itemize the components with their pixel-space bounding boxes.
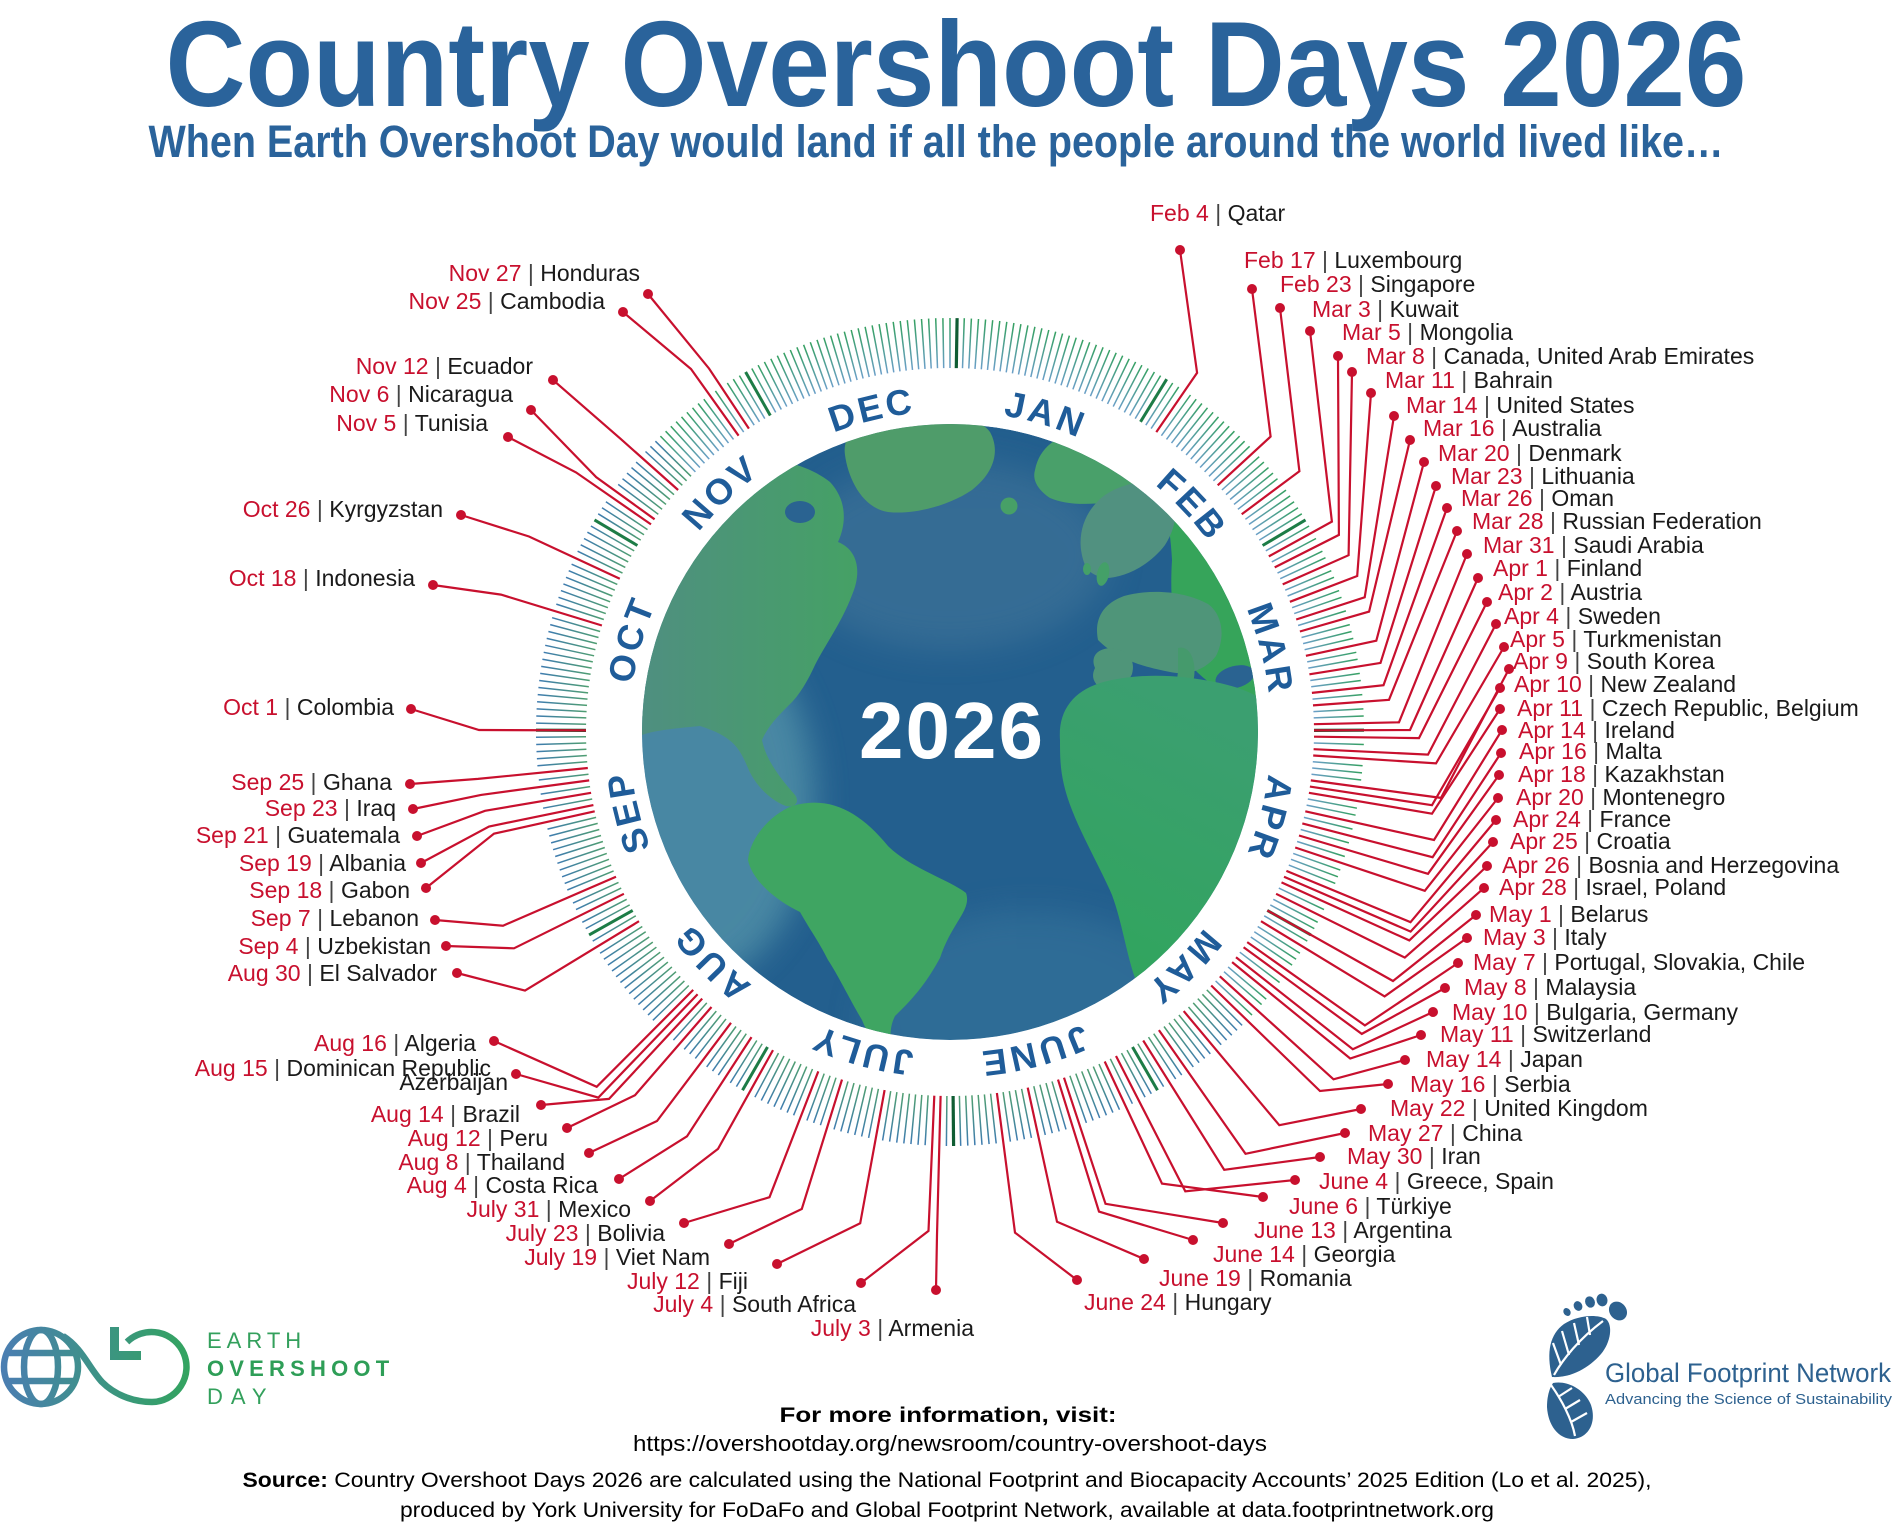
svg-text:DAY: DAY bbox=[207, 1384, 275, 1409]
svg-text:Oct 1 | Colombia: Oct 1 | Colombia bbox=[223, 694, 394, 720]
svg-text:Oct 26 | Kyrgyzstan: Oct 26 | Kyrgyzstan bbox=[243, 496, 443, 522]
svg-text:Apr 10 | New Zealand: Apr 10 | New Zealand bbox=[1514, 671, 1736, 697]
svg-text:Sep 19 | Albania: Sep 19 | Albania bbox=[239, 850, 406, 876]
svg-text:Azerbaijan: Azerbaijan bbox=[399, 1069, 508, 1095]
svg-text:Mar 5 | Mongolia: Mar 5 | Mongolia bbox=[1342, 319, 1513, 345]
svg-text:Aug 30 | El Salvador: Aug 30 | El Salvador bbox=[228, 960, 438, 986]
svg-text:Apr 28 | Israel, Poland: Apr 28 | Israel, Poland bbox=[1499, 874, 1726, 900]
svg-text:Nov 25 | Cambodia: Nov 25 | Cambodia bbox=[409, 288, 606, 314]
svg-text:Aug 12 | Peru: Aug 12 | Peru bbox=[408, 1125, 548, 1151]
svg-text:Mar 11 | Bahrain: Mar 11 | Bahrain bbox=[1385, 367, 1553, 393]
svg-text:Country Overshoot Days 2026: Country Overshoot Days 2026 bbox=[166, 0, 1747, 132]
svg-text:May 3 | Italy: May 3 | Italy bbox=[1483, 924, 1607, 950]
svg-text:June 24 | Hungary: June 24 | Hungary bbox=[1084, 1289, 1272, 1315]
svg-text:May 30 | Iran: May 30 | Iran bbox=[1347, 1143, 1481, 1169]
svg-text:EARTH: EARTH bbox=[207, 1328, 306, 1353]
svg-text:Sep 25 | Ghana: Sep 25 | Ghana bbox=[231, 769, 392, 795]
svg-text:Apr 25 | Croatia: Apr 25 | Croatia bbox=[1510, 828, 1671, 854]
svg-text:Sep 4 | Uzbekistan: Sep 4 | Uzbekistan bbox=[238, 933, 431, 959]
svg-text:May 22 | United Kingdom: May 22 | United Kingdom bbox=[1390, 1095, 1648, 1121]
svg-text:Nov 27 | Honduras: Nov 27 | Honduras bbox=[449, 260, 640, 286]
svg-text:May 14 | Japan: May 14 | Japan bbox=[1426, 1046, 1583, 1072]
svg-text:Mar 16 | Australia: Mar 16 | Australia bbox=[1423, 415, 1602, 441]
svg-text:Global Footprint Network: Global Footprint Network bbox=[1605, 1358, 1891, 1388]
svg-text:Mar 28 | Russian Federation: Mar 28 | Russian Federation bbox=[1472, 508, 1762, 534]
svg-text:Mar 8 | Canada, United Arab Em: Mar 8 | Canada, United Arab Emirates bbox=[1366, 343, 1754, 369]
svg-text:July 3 | Armenia: July 3 | Armenia bbox=[811, 1315, 974, 1341]
svg-text:Feb 4 | Qatar: Feb 4 | Qatar bbox=[1150, 200, 1285, 226]
svg-text:Source: Country Overshoot Days: Source: Country Overshoot Days 2026 are … bbox=[243, 1469, 1652, 1492]
svg-text:When Earth Overshoot Day would: When Earth Overshoot Day would land if a… bbox=[149, 116, 1724, 167]
svg-text:July 4 | South Africa: July 4 | South Africa bbox=[653, 1291, 856, 1317]
svg-text:produced by York University fo: produced by York University for FoDaFo a… bbox=[400, 1499, 1494, 1522]
svg-text:OVERSHOOT: OVERSHOOT bbox=[207, 1356, 394, 1381]
svg-text:Oct 18 | Indonesia: Oct 18 | Indonesia bbox=[229, 565, 415, 591]
svg-text:June 6 | Türkiye: June 6 | Türkiye bbox=[1289, 1193, 1452, 1219]
svg-text:Sep 23 | Iraq: Sep 23 | Iraq bbox=[265, 795, 396, 821]
svg-text:July 19 | Viet Nam: July 19 | Viet Nam bbox=[524, 1244, 710, 1270]
svg-text:Nov 5 | Tunisia: Nov 5 | Tunisia bbox=[336, 410, 488, 436]
svg-text:May 11 | Switzerland: May 11 | Switzerland bbox=[1440, 1021, 1651, 1047]
svg-text:2026: 2026 bbox=[859, 686, 1045, 775]
svg-text:Aug 16 | Algeria: Aug 16 | Algeria bbox=[314, 1030, 476, 1056]
svg-text:May 7 | Portugal, Slovakia, Ch: May 7 | Portugal, Slovakia, Chile bbox=[1473, 949, 1805, 975]
svg-text:June 4 | Greece, Spain: June 4 | Greece, Spain bbox=[1319, 1168, 1554, 1194]
svg-text:For more information, visit:: For more information, visit: bbox=[780, 1404, 1117, 1427]
svg-text:Apr 2 | Austria: Apr 2 | Austria bbox=[1498, 579, 1642, 605]
svg-text:Sep 7 | Lebanon: Sep 7 | Lebanon bbox=[251, 905, 419, 931]
svg-text:May 16 | Serbia: May 16 | Serbia bbox=[1410, 1071, 1571, 1097]
svg-text:Sep 18 | Gabon: Sep 18 | Gabon bbox=[249, 877, 410, 903]
svg-text:June 13 | Argentina: June 13 | Argentina bbox=[1254, 1217, 1452, 1243]
svg-text:June 14 | Georgia: June 14 | Georgia bbox=[1213, 1241, 1396, 1267]
svg-text:Advancing the Science of Susta: Advancing the Science of Sustainability bbox=[1605, 1391, 1893, 1408]
svg-text:https://overshootday.org/newsr: https://overshootday.org/newsroom/countr… bbox=[633, 1431, 1267, 1456]
svg-text:June 19 | Romania: June 19 | Romania bbox=[1159, 1265, 1352, 1291]
svg-text:May 8 | Malaysia: May 8 | Malaysia bbox=[1464, 974, 1636, 1000]
svg-text:Aug 4 | Costa Rica: Aug 4 | Costa Rica bbox=[407, 1172, 599, 1198]
svg-text:July 23 | Bolivia: July 23 | Bolivia bbox=[506, 1220, 666, 1246]
svg-text:Apr 1 | Finland: Apr 1 | Finland bbox=[1493, 555, 1642, 581]
svg-text:Feb 23 | Singapore: Feb 23 | Singapore bbox=[1280, 271, 1475, 297]
svg-text:Nov 6 | Nicaragua: Nov 6 | Nicaragua bbox=[329, 381, 513, 407]
svg-text:Nov 12 | Ecuador: Nov 12 | Ecuador bbox=[356, 353, 534, 379]
svg-text:July 31 | Mexico: July 31 | Mexico bbox=[467, 1196, 632, 1222]
svg-text:Sep 21 | Guatemala: Sep 21 | Guatemala bbox=[196, 822, 400, 848]
svg-text:Feb 17 | Luxembourg: Feb 17 | Luxembourg bbox=[1244, 247, 1462, 273]
svg-text:Aug 14 | Brazil: Aug 14 | Brazil bbox=[371, 1101, 520, 1127]
